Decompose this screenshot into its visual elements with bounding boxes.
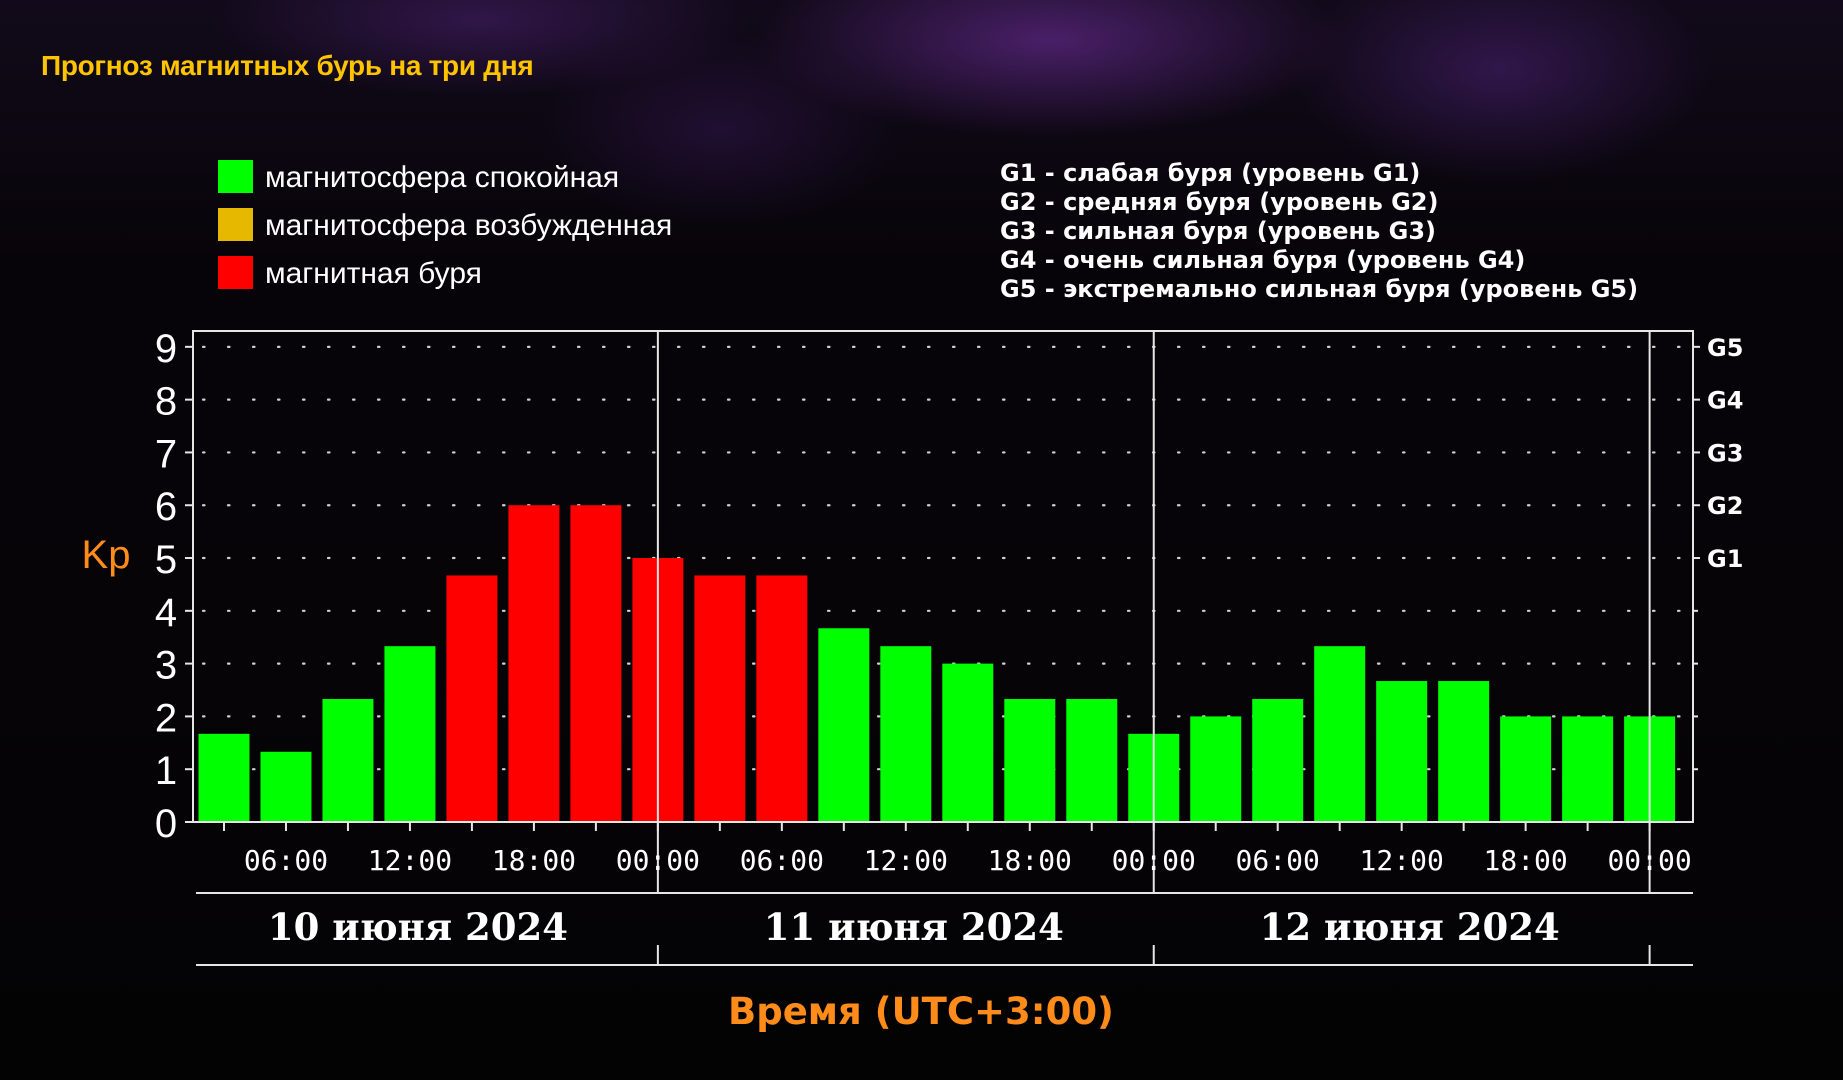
- x-tick-label: 06:00: [740, 844, 824, 877]
- x-tick-label: 00:00: [616, 844, 700, 877]
- y-tick-label: 6: [155, 485, 177, 529]
- right-tick-label: G1: [1707, 545, 1743, 573]
- legend-swatch: [218, 208, 253, 241]
- x-tick-label: 18:00: [988, 844, 1072, 877]
- g-level-legend-item: G1 - слабая буря (уровень G1): [1000, 159, 1420, 187]
- bar: [1066, 698, 1118, 822]
- y-tick-label: 7: [155, 432, 177, 476]
- bar: [322, 698, 374, 822]
- bar: [880, 646, 932, 822]
- x-tick-label: 12:00: [368, 844, 452, 877]
- y-tick-label: 1: [155, 749, 177, 793]
- bar: [1314, 646, 1366, 822]
- y-tick-label: 5: [155, 538, 177, 582]
- bar: [260, 751, 312, 822]
- g-level-legend-item: G4 - очень сильная буря (уровень G4): [1000, 246, 1525, 274]
- bar: [756, 575, 808, 822]
- bar: [1438, 681, 1490, 822]
- bar: [942, 663, 994, 822]
- bar: [1500, 716, 1552, 822]
- legend-swatch: [218, 256, 253, 289]
- bar: [818, 628, 870, 822]
- right-tick-label: G3: [1707, 439, 1743, 467]
- x-tick-label: 00:00: [1607, 844, 1691, 877]
- right-tick-label: G2: [1707, 492, 1743, 520]
- legend-label: магнитосфера спокойная: [265, 161, 619, 194]
- bar: [1376, 681, 1428, 822]
- right-tick-label: G5: [1707, 334, 1743, 362]
- bar: [694, 575, 746, 822]
- y-axis-title: Kp: [82, 533, 131, 577]
- day-label: 11 июня 2024: [764, 905, 1064, 949]
- bar: [570, 505, 622, 822]
- bar: [1562, 716, 1614, 822]
- y-tick-label: 0: [155, 802, 177, 846]
- bar: [198, 733, 250, 822]
- x-tick-label: 12:00: [1360, 844, 1444, 877]
- x-tick-label: 18:00: [492, 844, 576, 877]
- status-legend: магнитосфера спокойная магнитосфера возбу…: [218, 160, 672, 290]
- y-tick-label: 9: [155, 327, 177, 371]
- x-tick-label: 12:00: [864, 844, 948, 877]
- bar: [446, 575, 498, 822]
- y-tick-label: 2: [155, 696, 177, 740]
- x-axis-title: Время (UTC+3:00): [728, 990, 1114, 1033]
- legend-swatch: [218, 160, 253, 193]
- y-tick-label: 3: [155, 644, 177, 688]
- g-level-legend: G1 - слабая буря (уровень G1)G2 - средня…: [1000, 159, 1638, 303]
- plot-frame: [192, 330, 1694, 823]
- day-label: 12 июня 2024: [1260, 905, 1560, 949]
- right-tick-label: G4: [1707, 387, 1743, 415]
- x-tick-label: 18:00: [1483, 844, 1567, 877]
- page-title: Прогноз магнитных бурь на три дня: [41, 50, 534, 81]
- day-label: 10 июня 2024: [268, 905, 568, 949]
- g-level-legend-item: G3 - сильная буря (уровень G3): [1000, 217, 1436, 245]
- bar: [1190, 716, 1242, 822]
- legend-label: магнитосфера возбужденная: [265, 209, 672, 242]
- legend-label: магнитная буря: [265, 257, 482, 290]
- g-level-legend-item: G5 - экстремально сильная буря (уровень …: [1000, 275, 1638, 303]
- x-tick-label: 06:00: [244, 844, 328, 877]
- x-tick-label: 00:00: [1112, 844, 1196, 877]
- bar: [508, 505, 560, 822]
- x-tick-label: 06:00: [1236, 844, 1320, 877]
- bar: [384, 646, 436, 822]
- y-tick-label: 4: [155, 591, 177, 635]
- bar: [1252, 698, 1304, 822]
- bar: [1004, 698, 1056, 822]
- g-level-legend-item: G2 - средняя буря (уровень G2): [1000, 188, 1438, 216]
- y-tick-label: 8: [155, 380, 177, 424]
- axes: 0 1 2 3 4 5 6 7 8 9 G1 G2 G3 G4 G5 06:00 12:00 18:00 00:00…: [82, 327, 1744, 1033]
